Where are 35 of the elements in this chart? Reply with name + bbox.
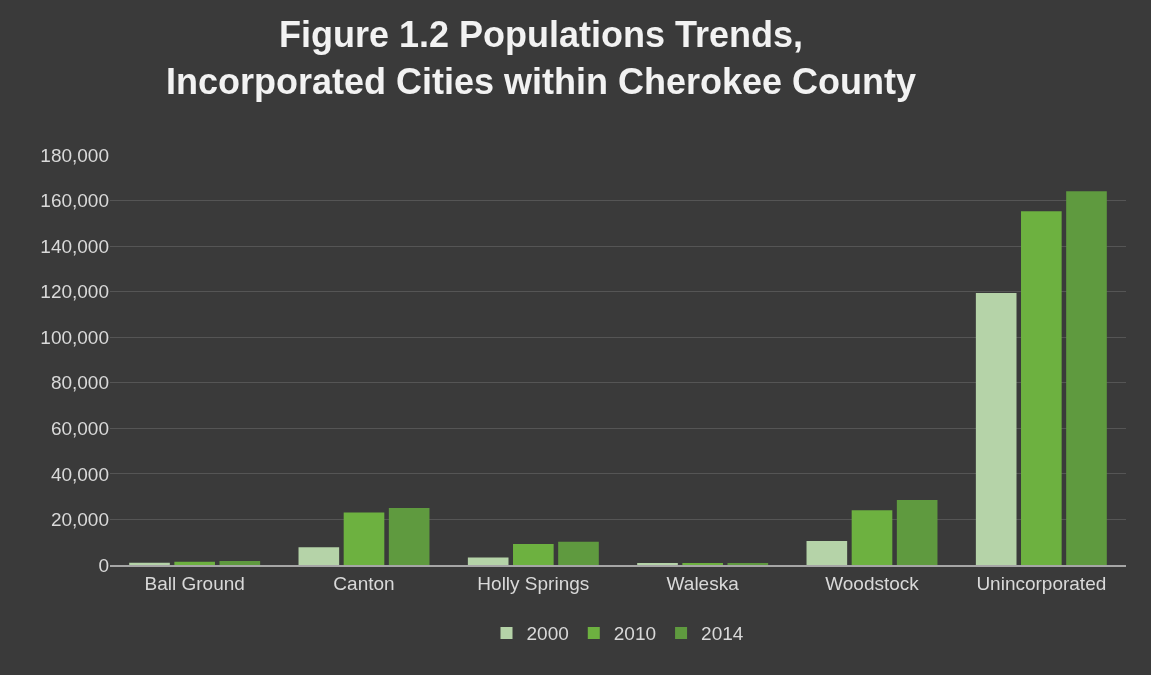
x-tick-label: Canton [333, 572, 395, 594]
x-tick-label: Unincorporated [976, 572, 1107, 594]
bar [1021, 211, 1062, 565]
legend-label: 2010 [613, 623, 657, 645]
y-tick-label: 140,000 [40, 235, 109, 257]
x-tick-label: Ball Ground [144, 572, 245, 594]
y-tick-label: 80,000 [50, 372, 109, 394]
bar [513, 544, 554, 565]
bar [806, 541, 848, 565]
y-tick-label: 120,000 [40, 281, 109, 303]
y-tick-label: 180,000 [40, 144, 109, 166]
bar [975, 293, 1017, 565]
bar [388, 508, 430, 565]
bar [558, 541, 599, 565]
x-tick-label: Woodstock [825, 572, 920, 594]
x-tick-label: Holly Springs [477, 572, 590, 594]
bar [219, 560, 261, 565]
bar [343, 512, 385, 565]
legend-label: 2000 [526, 623, 569, 645]
bar [896, 500, 938, 565]
y-tick-label: 20,000 [50, 509, 109, 531]
y-tick-label: 160,000 [40, 190, 109, 212]
bar [174, 561, 215, 565]
y-tick-label: 60,000 [50, 417, 109, 439]
y-tick-label: 0 [98, 554, 109, 576]
bar [851, 510, 893, 565]
y-tick-label: 40,000 [50, 463, 109, 485]
bar [1066, 191, 1107, 565]
y-tick-label: 100,000 [40, 326, 109, 348]
bar [727, 562, 769, 565]
x-tick-label: Waleska [666, 572, 740, 594]
legend-label: 2014 [701, 623, 744, 645]
bar [467, 557, 509, 565]
chart-title: Figure 1.2 Populations Trends, Incorporated Cities within Cherokee County [165, 14, 917, 103]
bar [298, 547, 340, 565]
